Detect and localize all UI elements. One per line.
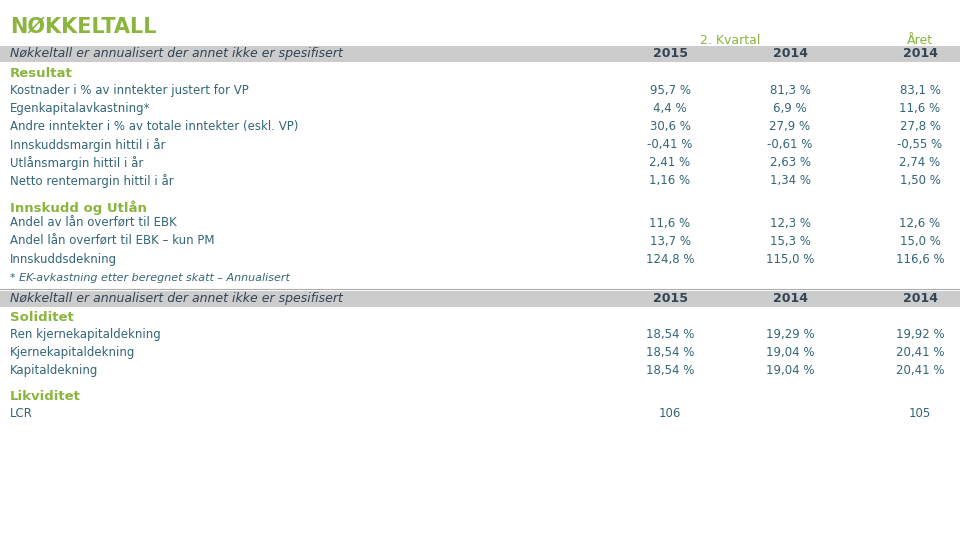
Text: 11,6 %: 11,6 % [649, 217, 690, 230]
Text: 30,6 %: 30,6 % [650, 120, 690, 133]
Text: Egenkapitalavkastning*: Egenkapitalavkastning* [10, 102, 151, 115]
Text: Resultat: Resultat [10, 67, 73, 80]
Text: 2014: 2014 [902, 292, 938, 305]
Text: 13,7 %: 13,7 % [650, 235, 690, 248]
Text: 2. Kvartal: 2. Kvartal [700, 34, 760, 47]
Text: 2014: 2014 [773, 47, 807, 60]
Text: 2,74 %: 2,74 % [900, 156, 941, 169]
Text: 81,3 %: 81,3 % [770, 84, 810, 97]
Text: Nøkkeltall er annualisert der annet ikke er spesifisert: Nøkkeltall er annualisert der annet ikke… [10, 47, 343, 60]
Text: LCR: LCR [10, 407, 33, 420]
Text: 18,54 %: 18,54 % [646, 346, 694, 359]
Text: 2014: 2014 [773, 292, 807, 305]
Text: NØKKELTALL: NØKKELTALL [10, 17, 156, 37]
Text: 15,0 %: 15,0 % [900, 235, 941, 248]
Text: 18,54 %: 18,54 % [646, 328, 694, 341]
Text: Utlånsmargin hittil i år: Utlånsmargin hittil i år [10, 156, 143, 170]
Text: 2015: 2015 [653, 47, 687, 60]
Text: 105: 105 [909, 407, 931, 420]
Text: 12,6 %: 12,6 % [900, 217, 941, 230]
Text: 4,4 %: 4,4 % [653, 102, 686, 115]
Text: -0,61 %: -0,61 % [767, 138, 813, 151]
Text: Andel lån overført til EBK – kun PM: Andel lån overført til EBK – kun PM [10, 235, 214, 248]
Text: 20,41 %: 20,41 % [896, 346, 945, 359]
Text: 15,3 %: 15,3 % [770, 235, 810, 248]
Text: -0,55 %: -0,55 % [898, 138, 943, 151]
Bar [0, 46, 960, 62]
Text: 116,6 %: 116,6 % [896, 253, 945, 266]
Text: 6,9 %: 6,9 % [773, 102, 806, 115]
Text: Innskuddsmargin hittil i år: Innskuddsmargin hittil i år [10, 138, 165, 152]
Text: 12,3 %: 12,3 % [770, 217, 810, 230]
Text: 19,92 %: 19,92 % [896, 328, 945, 341]
Text: -0,41 %: -0,41 % [647, 138, 693, 151]
Text: 115,0 %: 115,0 % [766, 253, 814, 266]
Text: Kapitaldekning: Kapitaldekning [10, 364, 98, 377]
Text: Året: Året [907, 34, 933, 47]
Text: Kjernekapitaldekning: Kjernekapitaldekning [10, 346, 135, 359]
Text: Kostnader i % av inntekter justert for VP: Kostnader i % av inntekter justert for V… [10, 84, 249, 97]
Text: 1,16 %: 1,16 % [649, 174, 690, 187]
Text: Nøkkeltall er annualisert der annet ikke er spesifisert: Nøkkeltall er annualisert der annet ikke… [10, 292, 343, 305]
Text: 19,29 %: 19,29 % [766, 328, 814, 341]
Text: 95,7 %: 95,7 % [650, 84, 690, 97]
Text: Likviditet: Likviditet [10, 390, 81, 403]
Text: 27,9 %: 27,9 % [769, 120, 810, 133]
Text: 18,54 %: 18,54 % [646, 364, 694, 377]
Text: Netto rentemargin hittil i år: Netto rentemargin hittil i år [10, 174, 174, 188]
Text: 27,8 %: 27,8 % [900, 120, 941, 133]
Text: Soliditet: Soliditet [10, 311, 74, 324]
Text: 106: 106 [659, 407, 682, 420]
Text: Innskudd og Utlån: Innskudd og Utlån [10, 200, 147, 215]
Text: 2,41 %: 2,41 % [649, 156, 690, 169]
Text: 2,63 %: 2,63 % [770, 156, 810, 169]
Text: 83,1 %: 83,1 % [900, 84, 941, 97]
Text: 2014: 2014 [902, 47, 938, 60]
Bar [0, 291, 960, 307]
Text: Andel av lån overført til EBK: Andel av lån overført til EBK [10, 217, 177, 230]
Text: 19,04 %: 19,04 % [766, 346, 814, 359]
Text: 1,34 %: 1,34 % [770, 174, 810, 187]
Text: 1,50 %: 1,50 % [900, 174, 941, 187]
Text: * EK-avkastning etter beregnet skatt – Annualisert: * EK-avkastning etter beregnet skatt – A… [10, 273, 290, 283]
Text: 2015: 2015 [653, 292, 687, 305]
Text: 11,6 %: 11,6 % [900, 102, 941, 115]
Text: 20,41 %: 20,41 % [896, 364, 945, 377]
Text: 19,04 %: 19,04 % [766, 364, 814, 377]
Text: Andre inntekter i % av totale inntekter (eskl. VP): Andre inntekter i % av totale inntekter … [10, 120, 299, 133]
Text: Innskuddsdekning: Innskuddsdekning [10, 253, 117, 266]
Text: 124,8 %: 124,8 % [646, 253, 694, 266]
Text: Ren kjernekapitaldekning: Ren kjernekapitaldekning [10, 328, 160, 341]
